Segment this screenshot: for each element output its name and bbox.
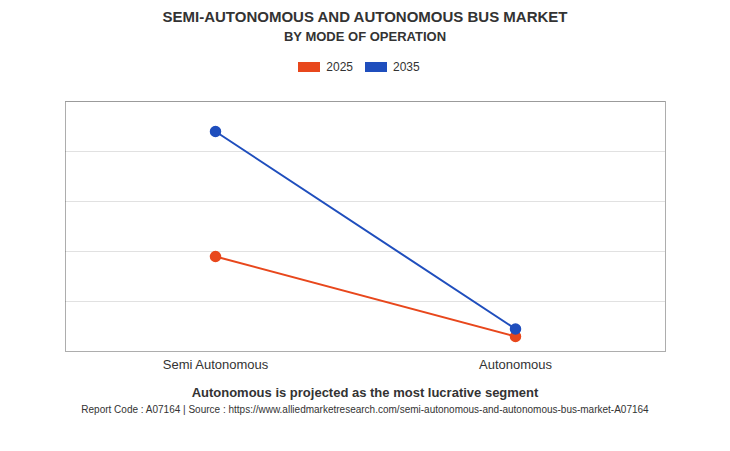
- html-text:BY MODE OF OPERATION: BY MODE OF OPERATION: [284, 29, 446, 44]
- svg-text:Autonomous: Autonomous: [479, 357, 552, 372]
- html-text:2025: 2025: [326, 59, 353, 74]
- html-text:Autonomous is projected as the: Autonomous is projected as the most lucr…: [191, 385, 539, 400]
- html-text:2035: 2035: [393, 59, 420, 74]
- svg-text:Semi Autonomous: Semi Autonomous: [163, 357, 269, 372]
- html-text:Report Code : A07164 | Source: Report Code : A07164 | Source : https://…: [81, 404, 649, 415]
- html-text:SEMI-AUTONOMOUS AND AUTONOMOUS: SEMI-AUTONOMOUS AND AUTONOMOUS BUS MARKE…: [162, 8, 568, 25]
